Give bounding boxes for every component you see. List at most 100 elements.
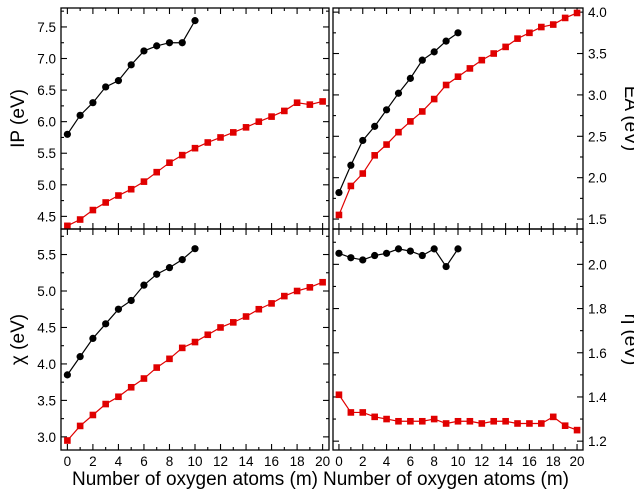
- data-point: [383, 141, 390, 148]
- x-tick-label: 4: [115, 454, 123, 469]
- y-axis-title: IP (eV): [8, 89, 29, 148]
- series-2: [64, 278, 326, 444]
- data-point: [127, 296, 135, 305]
- panel-frame: [332, 7, 584, 230]
- data-point: [115, 393, 122, 401]
- series-line: [67, 100, 323, 227]
- data-point: [178, 256, 186, 264]
- data-point: [371, 251, 379, 260]
- y-tick-label: 1.4: [588, 390, 607, 405]
- data-point: [242, 124, 250, 131]
- data-point: [561, 14, 569, 22]
- data-point: [430, 95, 438, 103]
- data-point: [538, 23, 545, 31]
- y-tick-label: 4.5: [37, 209, 56, 224]
- data-point: [229, 319, 237, 326]
- data-point: [454, 417, 462, 425]
- series-1: [335, 29, 462, 197]
- data-point: [268, 300, 275, 307]
- data-point: [406, 247, 414, 255]
- y-tick-label: 2.5: [588, 129, 607, 144]
- y-tick-label: 1.6: [588, 346, 607, 361]
- data-point: [418, 251, 426, 260]
- data-point: [102, 83, 110, 91]
- data-point: [502, 43, 509, 51]
- y-tick-label: 5.0: [37, 284, 56, 299]
- data-point: [76, 353, 84, 361]
- series-1: [63, 245, 199, 379]
- data-point: [89, 99, 97, 107]
- series-line: [66, 20, 196, 135]
- data-point: [255, 118, 263, 125]
- data-point: [395, 128, 402, 136]
- data-point: [383, 415, 390, 423]
- x-tick-label: 6: [140, 454, 148, 469]
- data-point: [319, 98, 326, 105]
- x-tick-label: 8: [166, 454, 174, 469]
- data-point: [102, 400, 109, 408]
- data-point: [454, 29, 462, 37]
- data-point: [442, 262, 450, 271]
- x-tick-label: 16: [522, 454, 537, 469]
- data-point: [371, 122, 379, 130]
- data-point: [538, 420, 545, 427]
- data-point: [191, 17, 199, 25]
- y-tick-label: 5.5: [37, 248, 56, 263]
- series-1: [335, 245, 462, 271]
- data-point: [166, 159, 173, 166]
- data-point: [371, 152, 378, 159]
- data-point: [394, 89, 403, 97]
- data-point: [335, 249, 343, 257]
- x-tick-label: 0: [335, 454, 343, 469]
- data-point: [268, 113, 275, 120]
- data-point: [514, 420, 521, 427]
- data-point: [466, 65, 474, 72]
- y-tick-label: 6.5: [37, 83, 56, 98]
- data-point: [454, 245, 462, 253]
- data-point: [64, 437, 71, 444]
- data-point: [127, 383, 135, 391]
- data-point: [63, 130, 71, 138]
- data-point: [114, 305, 123, 313]
- data-point: [89, 206, 97, 214]
- panel-frame: [332, 228, 584, 451]
- data-point: [255, 305, 263, 313]
- y-tick-label: 7.5: [37, 20, 56, 35]
- data-point: [191, 245, 199, 253]
- y-tick-label: 3.5: [588, 47, 607, 62]
- y-tick-label: 7.0: [37, 52, 56, 67]
- data-point: [127, 185, 135, 193]
- y-tick-label: 5.5: [37, 146, 56, 161]
- data-point: [407, 118, 414, 125]
- y-tick-label: 5.0: [37, 178, 56, 193]
- data-point: [442, 37, 450, 45]
- data-point: [140, 375, 148, 382]
- data-point: [335, 188, 343, 197]
- data-point: [114, 77, 123, 85]
- y-tick-label: 4.5: [37, 320, 56, 335]
- data-point: [478, 56, 486, 64]
- data-point: [306, 101, 314, 108]
- x-axis-title: Number of oxygen atoms (m): [323, 469, 569, 489]
- data-point: [140, 47, 148, 55]
- y-tick-label: 3.0: [588, 88, 607, 103]
- y-tick-label: 1.2: [588, 434, 607, 449]
- data-point: [293, 287, 301, 295]
- data-point: [407, 417, 414, 425]
- data-point: [204, 331, 212, 339]
- y-tick-label: 1.5: [588, 212, 607, 227]
- data-point: [418, 417, 426, 425]
- y-axis-title: η (eV): [620, 314, 634, 366]
- data-point: [153, 270, 161, 278]
- data-point: [89, 411, 97, 419]
- data-point: [166, 355, 173, 363]
- data-point: [229, 129, 237, 136]
- data-point: [430, 48, 438, 56]
- data-point: [549, 21, 557, 28]
- data-point: [281, 292, 288, 300]
- data-point: [359, 409, 367, 416]
- y-tick-label: 2.0: [588, 171, 607, 186]
- data-point: [191, 338, 199, 346]
- data-point: [394, 245, 403, 253]
- x-tick-label: 6: [407, 454, 415, 469]
